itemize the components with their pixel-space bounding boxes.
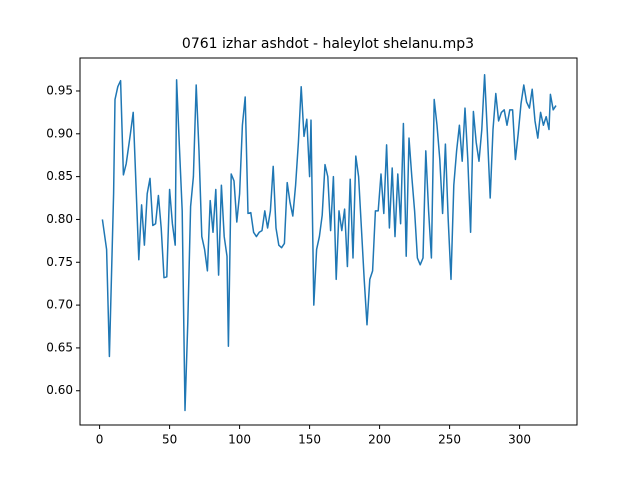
y-tick-label: 0.80 [46, 212, 73, 226]
plot-frame [79, 57, 578, 426]
y-tick-label: 0.60 [46, 383, 73, 397]
x-tick-label: 0 [96, 433, 104, 447]
x-tick-label: 50 [162, 433, 177, 447]
y-tick-label: 0.75 [46, 255, 73, 269]
y-tick-label: 0.95 [46, 83, 73, 97]
x-tick-label: 250 [438, 433, 461, 447]
y-tick-label: 0.90 [46, 126, 73, 140]
x-tick-label: 100 [228, 433, 251, 447]
x-tick-label: 300 [508, 433, 531, 447]
x-tick-label: 200 [368, 433, 391, 447]
y-tick-label: 0.85 [46, 169, 73, 183]
x-tick-label: 150 [298, 433, 321, 447]
data-line [101, 73, 557, 412]
y-tick-label: 0.65 [46, 340, 73, 354]
y-tick-label: 0.70 [46, 298, 73, 312]
chart-title: 0761 izhar ashdot - haleylot shelanu.mp3 [182, 36, 474, 52]
